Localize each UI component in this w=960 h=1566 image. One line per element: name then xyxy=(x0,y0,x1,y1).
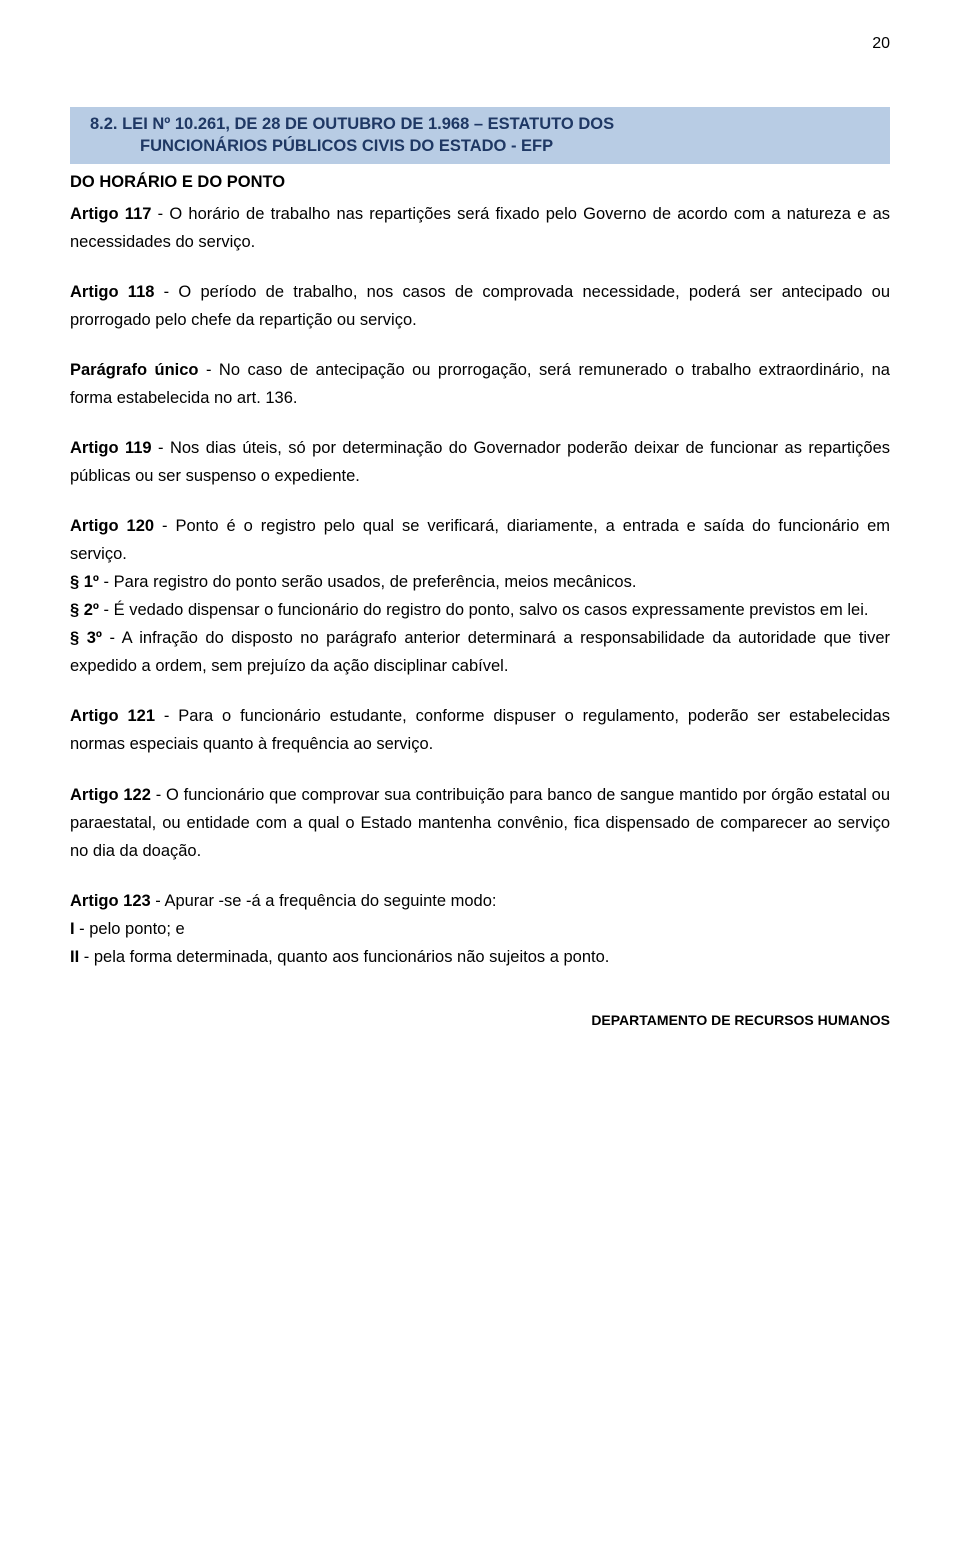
paragraph-label: § 1º xyxy=(70,573,99,591)
paragraph-text: - Para registro do ponto serão usados, d… xyxy=(99,573,636,591)
article-text: - O período de trabalho, nos casos de co… xyxy=(70,283,890,329)
article-120: Artigo 120 - Ponto é o registro pelo qua… xyxy=(70,512,890,680)
article-text: - Apurar -se -á a frequência do seguinte… xyxy=(151,892,497,910)
paragraph-text: - É vedado dispensar o funcionário do re… xyxy=(99,601,869,619)
article-label: Artigo 118 xyxy=(70,283,154,301)
article-label: Artigo 120 xyxy=(70,517,154,535)
section-title: DO HORÁRIO E DO PONTO xyxy=(70,168,890,196)
footer: DEPARTAMENTO DE RECURSOS HUMANOS xyxy=(70,1009,890,1033)
statute-header: 8.2. LEI Nº 10.261, DE 28 DE OUTUBRO DE … xyxy=(70,107,890,164)
paragraph-1: § 1º - Para registro do ponto serão usad… xyxy=(70,568,890,596)
paragraph-label: § 2º xyxy=(70,601,99,619)
article-label: Artigo 123 xyxy=(70,892,151,910)
inciso-2: II - pela forma determinada, quanto aos … xyxy=(70,943,890,971)
paragraph-3: § 3º - A infração do disposto no parágra… xyxy=(70,624,890,680)
article-text: - O horário de trabalho nas repartições … xyxy=(70,205,890,251)
article-label: Parágrafo único xyxy=(70,361,199,379)
article-122: Artigo 122 - O funcionário que comprovar… xyxy=(70,781,890,865)
page-number: 20 xyxy=(70,30,890,57)
inciso-text: - pelo ponto; e xyxy=(75,920,185,938)
article-117: Artigo 117 - O horário de trabalho nas r… xyxy=(70,200,890,256)
statute-title-line2: FUNCIONÁRIOS PÚBLICOS CIVIS DO ESTADO - … xyxy=(90,135,878,157)
article-label: Artigo 122 xyxy=(70,786,151,804)
article-label: Artigo 121 xyxy=(70,707,155,725)
article-text: - O funcionário que comprovar sua contri… xyxy=(70,786,890,860)
article-119: Artigo 119 - Nos dias úteis, só por dete… xyxy=(70,434,890,490)
article-text: - Para o funcionário estudante, conforme… xyxy=(70,707,890,753)
paragraph-2: § 2º - É vedado dispensar o funcionário … xyxy=(70,596,890,624)
article-121: Artigo 121 - Para o funcionário estudant… xyxy=(70,702,890,758)
inciso-text: - pela forma determinada, quanto aos fun… xyxy=(79,948,609,966)
paragraph-text: - A infração do disposto no parágrafo an… xyxy=(70,629,890,675)
article-text: - Ponto é o registro pelo qual se verifi… xyxy=(70,517,890,563)
paragraph-label: § 3º xyxy=(70,629,102,647)
article-text: - Nos dias úteis, só por determinação do… xyxy=(70,439,890,485)
statute-title-line1: 8.2. LEI Nº 10.261, DE 28 DE OUTUBRO DE … xyxy=(90,113,878,135)
article-118: Artigo 118 - O período de trabalho, nos … xyxy=(70,278,890,334)
article-label: Artigo 119 xyxy=(70,439,152,457)
inciso-1: I - pelo ponto; e xyxy=(70,915,890,943)
inciso-label: II xyxy=(70,948,79,966)
paragrafo-unico: Parágrafo único - No caso de antecipação… xyxy=(70,356,890,412)
article-123: Artigo 123 - Apurar -se -á a frequência … xyxy=(70,887,890,971)
article-label: Artigo 117 xyxy=(70,205,151,223)
